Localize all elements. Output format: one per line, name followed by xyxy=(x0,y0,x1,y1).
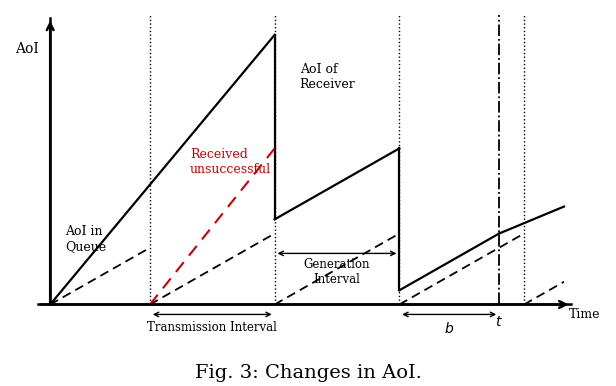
Text: AoI: AoI xyxy=(15,42,39,56)
Text: Transmission Interval: Transmission Interval xyxy=(147,321,277,334)
Text: Received
unsuccessful: Received unsuccessful xyxy=(190,148,271,176)
Text: Generation
Interval: Generation Interval xyxy=(304,258,370,286)
Text: AoI of
Receiver: AoI of Receiver xyxy=(299,63,355,91)
Text: Time: Time xyxy=(569,308,601,321)
Text: AoI in
Queue: AoI in Queue xyxy=(65,225,107,253)
Text: $b$: $b$ xyxy=(444,321,454,336)
Text: Fig. 3: Changes in AoI.: Fig. 3: Changes in AoI. xyxy=(195,364,421,382)
Text: $t$: $t$ xyxy=(495,315,503,329)
